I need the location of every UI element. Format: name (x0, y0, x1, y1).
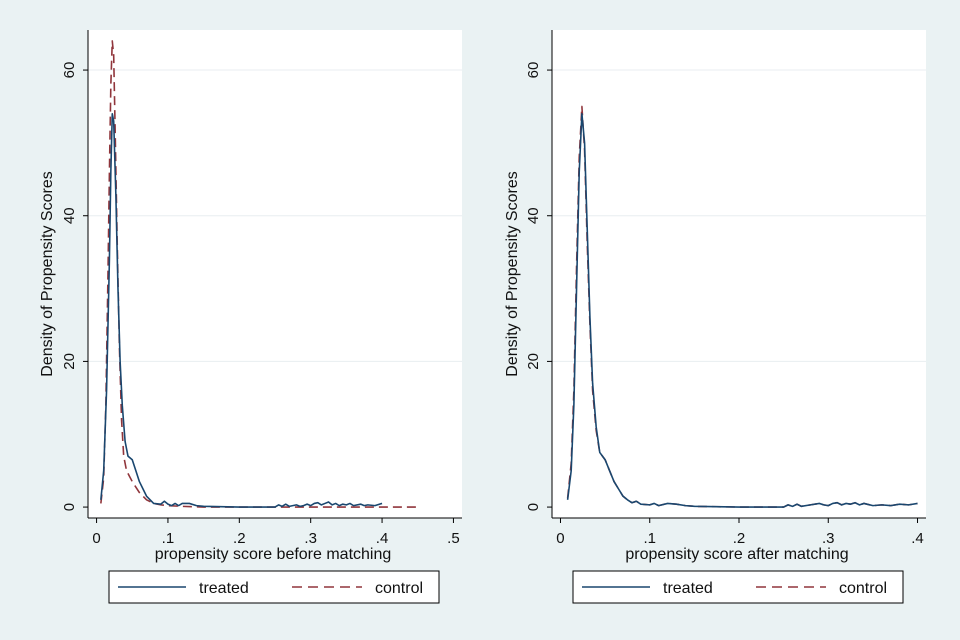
x-tick-label-after-1: .1 (643, 530, 656, 547)
x-axis-title-after: propensity score after matching (625, 546, 848, 563)
legend-box-before (108, 570, 440, 604)
series-line-control-before (100, 40, 418, 508)
y-tick-label-before-60: 60 (61, 62, 78, 79)
x-tick-label-before-3: .3 (304, 530, 317, 547)
legend-before: treated control (108, 570, 440, 604)
y-axis-title-after: Density of Propensity Scores (504, 171, 521, 376)
y-axis-title-before: Density of Propensity Scores (39, 171, 56, 376)
x-tick-label-before-2: .2 (233, 530, 246, 547)
series-before (100, 40, 418, 508)
series-after (566, 105, 918, 508)
x-axis-title-before: propensity score before matching (155, 546, 392, 563)
grid-before (88, 69, 462, 362)
y-tick-label-after-60: 60 (525, 62, 542, 79)
y-tick-label-before-0: 0 (61, 503, 78, 511)
legend-label-control-after: control (839, 580, 887, 597)
legend-after: treated control (572, 570, 904, 604)
panel-after-matching: 0 20 40 60 0 .1 .2 .3 .4 propensity score after… (504, 30, 926, 604)
x-tick-label-before-0: 0 (92, 530, 100, 547)
x-tick-label-before-5: .5 (447, 530, 460, 547)
legend-label-treated-after: treated (663, 580, 713, 597)
x-tick-label-after-2: .2 (733, 530, 746, 547)
y-tick-label-after-0: 0 (525, 503, 542, 511)
y-tick-label-before-20: 20 (61, 353, 78, 370)
x-tick-label-after-3: .3 (822, 530, 835, 547)
plot-area-before (88, 30, 462, 518)
x-tick-label-after-0: 0 (556, 530, 564, 547)
y-tick-label-after-40: 40 (525, 207, 542, 224)
x-ticks-after: 0 .1 .2 .3 .4 (556, 518, 924, 547)
legend-label-control-before: control (375, 580, 423, 597)
plot-area-after (552, 30, 926, 518)
series-line-treated-before (100, 112, 383, 508)
x-tick-label-before-1: .1 (162, 530, 175, 547)
y-tick-label-before-40: 40 (61, 207, 78, 224)
y-tick-label-after-20: 20 (525, 353, 542, 370)
y-ticks-after: 0 20 40 60 (525, 62, 552, 511)
series-line-treated-after (566, 112, 918, 508)
x-ticks-before: 0 .1 .2 .3 .4 .5 (92, 518, 460, 547)
x-tick-label-after-4: .4 (911, 530, 924, 547)
x-tick-label-before-4: .4 (376, 530, 389, 547)
panel-before-matching: 0 20 40 60 0 .1 .2 .3 .4 .5 propensity score bef… (39, 30, 462, 604)
grid-after (552, 69, 926, 362)
legend-label-treated-before: treated (199, 580, 249, 597)
y-ticks-before: 0 20 40 60 (61, 62, 88, 511)
